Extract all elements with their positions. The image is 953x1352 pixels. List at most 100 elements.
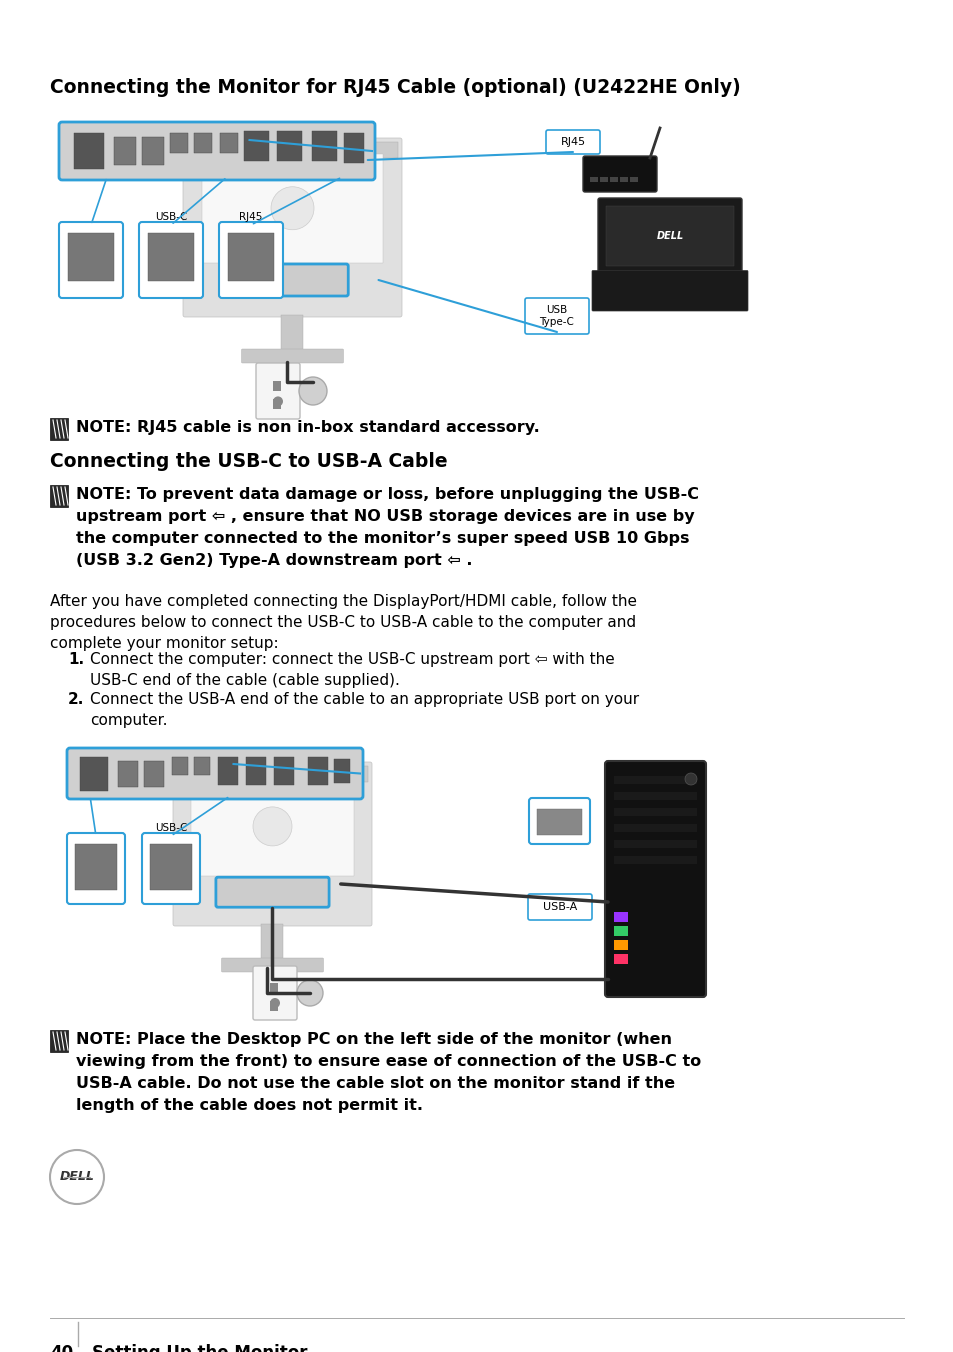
Bar xyxy=(261,923,283,959)
Bar xyxy=(614,926,627,936)
FancyBboxPatch shape xyxy=(529,798,589,844)
Circle shape xyxy=(273,396,283,407)
FancyBboxPatch shape xyxy=(545,130,599,154)
Bar xyxy=(148,233,193,281)
Bar xyxy=(589,177,598,183)
FancyBboxPatch shape xyxy=(67,833,125,904)
FancyBboxPatch shape xyxy=(219,222,283,297)
FancyBboxPatch shape xyxy=(255,362,299,419)
Text: procedures below to connect the USB-C to USB-A cable to the computer and: procedures below to connect the USB-C to… xyxy=(50,615,636,630)
Text: USB-A cable. Do not use the cable slot on the monitor stand if the: USB-A cable. Do not use the cable slot o… xyxy=(76,1076,675,1091)
Text: USB-C: USB-C xyxy=(154,212,187,222)
Text: (USB 3.2 Gen2) Type-A downstream port ⇦ .: (USB 3.2 Gen2) Type-A downstream port ⇦ … xyxy=(76,553,472,568)
Text: upstream port ⇦ , ensure that NO USB storage devices are in use by: upstream port ⇦ , ensure that NO USB sto… xyxy=(76,508,694,525)
Bar xyxy=(228,233,274,281)
Bar xyxy=(202,154,382,262)
Bar xyxy=(274,757,294,786)
FancyBboxPatch shape xyxy=(524,297,588,334)
Bar xyxy=(609,177,618,183)
Text: NOTE: RJ45 cable is non in-box standard accessory.: NOTE: RJ45 cable is non in-box standard … xyxy=(76,420,539,435)
FancyBboxPatch shape xyxy=(142,833,200,904)
Bar xyxy=(270,1000,277,1011)
Bar xyxy=(605,206,733,265)
Bar xyxy=(118,761,138,787)
Bar xyxy=(629,177,638,183)
Text: NOTE: To prevent data damage or loss, before unplugging the USB-C: NOTE: To prevent data damage or loss, be… xyxy=(76,487,699,502)
FancyBboxPatch shape xyxy=(592,270,747,311)
Text: USB-C end of the cable (cable supplied).: USB-C end of the cable (cable supplied). xyxy=(90,673,399,688)
Bar xyxy=(614,776,697,784)
Bar xyxy=(614,792,697,800)
Text: Connecting the Monitor for RJ45 Cable (optional) (U2422HE Only): Connecting the Monitor for RJ45 Cable (o… xyxy=(50,78,740,97)
Circle shape xyxy=(270,998,280,1009)
Text: Connect the computer: connect the USB-C upstream port ⇦ with the: Connect the computer: connect the USB-C … xyxy=(90,652,614,667)
Text: complete your monitor setup:: complete your monitor setup: xyxy=(50,635,278,652)
Bar xyxy=(537,808,581,836)
Bar xyxy=(344,132,364,164)
FancyBboxPatch shape xyxy=(67,748,363,799)
Bar xyxy=(187,142,397,158)
Bar xyxy=(170,132,188,153)
Text: computer.: computer. xyxy=(90,713,168,727)
Text: length of the cable does not permit it.: length of the cable does not permit it. xyxy=(76,1098,422,1113)
Bar xyxy=(276,131,302,161)
Text: 1.: 1. xyxy=(68,652,84,667)
FancyBboxPatch shape xyxy=(59,122,375,180)
Circle shape xyxy=(50,1151,104,1205)
Text: viewing from the front) to ensure ease of connection of the USB-C to: viewing from the front) to ensure ease o… xyxy=(76,1055,700,1069)
Bar xyxy=(191,777,354,876)
Bar xyxy=(172,757,188,775)
Bar xyxy=(220,132,237,153)
Bar xyxy=(614,955,627,964)
FancyBboxPatch shape xyxy=(139,222,203,297)
Bar xyxy=(218,757,237,786)
Text: 40: 40 xyxy=(50,1344,73,1352)
Bar xyxy=(244,131,269,161)
FancyBboxPatch shape xyxy=(215,877,329,907)
Text: Connecting the USB-C to USB-A Cable: Connecting the USB-C to USB-A Cable xyxy=(50,452,447,470)
FancyBboxPatch shape xyxy=(59,222,123,297)
Circle shape xyxy=(298,377,327,406)
Bar xyxy=(246,757,266,786)
Bar xyxy=(113,137,136,165)
Bar xyxy=(614,856,697,864)
Text: After you have completed connecting the DisplayPort/HDMI cable, follow the: After you have completed connecting the … xyxy=(50,594,637,608)
Bar xyxy=(142,137,164,165)
Bar xyxy=(273,381,281,391)
Bar xyxy=(144,761,164,787)
Text: Connect the USB-A end of the cable to an appropriate USB port on your: Connect the USB-A end of the cable to an… xyxy=(90,692,639,707)
FancyBboxPatch shape xyxy=(172,763,372,926)
Bar xyxy=(334,758,350,783)
Circle shape xyxy=(684,773,697,786)
Bar xyxy=(281,315,303,350)
FancyBboxPatch shape xyxy=(183,138,401,316)
Bar xyxy=(619,177,627,183)
Bar xyxy=(614,840,697,848)
Bar xyxy=(50,485,68,507)
Bar xyxy=(614,913,627,922)
Bar xyxy=(50,1030,68,1052)
Text: the computer connected to the monitor’s super speed USB 10 Gbps: the computer connected to the monitor’s … xyxy=(76,531,689,546)
Text: USB-C: USB-C xyxy=(154,823,187,833)
Bar xyxy=(68,233,113,281)
FancyBboxPatch shape xyxy=(604,761,705,996)
Bar xyxy=(614,940,627,950)
FancyBboxPatch shape xyxy=(236,264,348,296)
Bar xyxy=(273,399,281,408)
Bar xyxy=(80,757,108,791)
Text: DELL: DELL xyxy=(59,1171,94,1183)
Bar xyxy=(177,767,368,781)
Bar xyxy=(312,131,336,161)
Text: NOTE: Place the Desktop PC on the left side of the monitor (when: NOTE: Place the Desktop PC on the left s… xyxy=(76,1032,671,1046)
Bar xyxy=(614,808,697,817)
FancyBboxPatch shape xyxy=(253,965,296,1019)
Bar xyxy=(599,177,607,183)
Bar xyxy=(308,757,328,786)
FancyBboxPatch shape xyxy=(221,959,323,972)
Text: USB: USB xyxy=(546,306,567,315)
Circle shape xyxy=(271,187,314,230)
Text: 2.: 2. xyxy=(68,692,84,707)
Bar xyxy=(74,132,104,169)
Bar xyxy=(150,844,192,890)
Text: RJ45: RJ45 xyxy=(239,212,262,222)
